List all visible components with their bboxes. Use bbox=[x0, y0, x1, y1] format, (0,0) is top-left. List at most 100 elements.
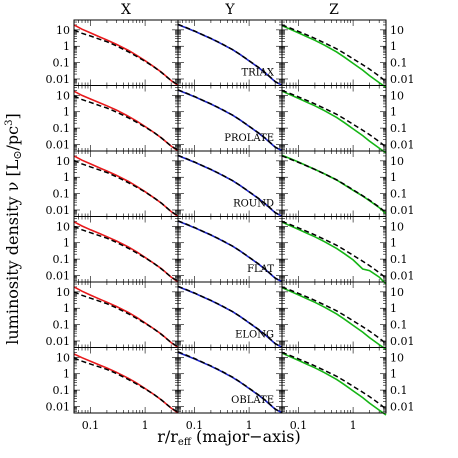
y-tick-label-right: 1 bbox=[390, 237, 397, 250]
y-tick-label-right: 10 bbox=[390, 286, 404, 299]
y-tick-label-left: 0.01 bbox=[46, 204, 71, 217]
y-tick-label-left: 0.1 bbox=[53, 384, 71, 397]
reference-curve bbox=[73, 29, 179, 86]
model-curve bbox=[281, 154, 387, 215]
panel-frame bbox=[73, 85, 179, 152]
model-curve bbox=[73, 286, 179, 349]
reference-curve bbox=[177, 89, 283, 152]
reference-curve bbox=[177, 351, 283, 414]
y-tick-label-right: 0.1 bbox=[390, 384, 408, 397]
panel-flat-y: FLAT bbox=[177, 216, 283, 283]
y-tick-label-left: 10 bbox=[56, 24, 70, 37]
panel-frame bbox=[73, 347, 179, 414]
y-tick-label-left: 0.1 bbox=[53, 122, 71, 135]
panel-frame bbox=[73, 216, 179, 283]
y-tick-label-right: 0.01 bbox=[390, 138, 415, 151]
x-axis-label: r/reff (major−axis) bbox=[157, 427, 301, 448]
y-tick-label-left: 0.01 bbox=[46, 269, 71, 282]
panel-frame bbox=[73, 19, 179, 86]
panel-flat-z bbox=[281, 216, 387, 285]
model-curve bbox=[73, 24, 179, 87]
y-tick-label-left: 1 bbox=[63, 106, 70, 119]
y-tick-label-right: 10 bbox=[390, 155, 404, 168]
reference-curve bbox=[177, 23, 283, 87]
panel-triax-z bbox=[281, 19, 387, 89]
panel-flat-x bbox=[73, 216, 179, 283]
y-tick-label-right: 1 bbox=[390, 40, 397, 53]
y-tick-label-right: 0.1 bbox=[390, 122, 408, 135]
panel-triax-y: TRIAX bbox=[177, 19, 283, 87]
panel-frame bbox=[281, 216, 387, 283]
y-tick-label-left: 1 bbox=[63, 368, 70, 381]
reference-curve bbox=[281, 351, 387, 410]
y-tick-label-right: 0.01 bbox=[390, 204, 415, 217]
y-axis-label-end: ] bbox=[3, 113, 22, 119]
model-curve bbox=[73, 221, 179, 283]
row-label-prolate: PROLATE bbox=[224, 133, 274, 144]
panel-round-y: ROUND bbox=[177, 150, 283, 218]
x-tick-label: 0.1 bbox=[82, 419, 100, 432]
x-axis-label-main: r/r bbox=[157, 427, 178, 446]
y-tick-label-right: 1 bbox=[390, 106, 397, 119]
y-tick-label-left: 10 bbox=[56, 155, 70, 168]
x-axis-label-sub: eff bbox=[178, 437, 192, 448]
y-tick-label-left: 10 bbox=[56, 286, 70, 299]
reference-curve bbox=[281, 24, 387, 83]
x-tick-label: 1 bbox=[350, 419, 357, 432]
x-tick-label: 0.1 bbox=[290, 419, 308, 432]
reference-curve bbox=[281, 89, 387, 148]
y-tick-label-right: 1 bbox=[390, 368, 397, 381]
y-tick-label-left: 0.1 bbox=[53, 57, 71, 70]
y-tick-label-right: 1 bbox=[390, 171, 397, 184]
model-curve bbox=[281, 352, 387, 416]
row-label-triax: TRIAX bbox=[242, 68, 275, 79]
row-label-elong: ELONG bbox=[235, 330, 274, 341]
panel-prolate-x bbox=[73, 85, 179, 152]
row-label-flat: FLAT bbox=[247, 264, 274, 275]
column-title-y: Y bbox=[224, 2, 235, 18]
reference-curve bbox=[177, 285, 283, 349]
y-tick-label-right: 10 bbox=[390, 351, 404, 364]
y-tick-label-left: 0.01 bbox=[46, 400, 71, 413]
y-tick-label-left: 0.1 bbox=[53, 319, 71, 332]
x-axis-label-tail: (major−axis) bbox=[191, 427, 301, 446]
panel-elong-x bbox=[73, 281, 179, 349]
y-tick-label-left: 10 bbox=[56, 220, 70, 233]
panel-elong-y: ELONG bbox=[177, 281, 283, 349]
model-curve bbox=[73, 353, 179, 414]
panel-frame bbox=[73, 150, 179, 217]
y-tick-label-right: 0.1 bbox=[390, 253, 408, 266]
y-tick-label-left: 0.01 bbox=[46, 138, 71, 151]
y-tick-label-left: 0.1 bbox=[53, 188, 71, 201]
model-curve bbox=[281, 90, 387, 154]
y-tick-label-right: 0.01 bbox=[390, 400, 415, 413]
reference-curve bbox=[73, 225, 179, 282]
panel-oblate-y: OBLATE bbox=[177, 347, 283, 414]
y-axis-label-sup: 3 bbox=[4, 119, 15, 125]
y-tick-label-left: 1 bbox=[63, 171, 70, 184]
panel-oblate-x bbox=[73, 347, 179, 414]
panel-oblate-z bbox=[281, 347, 387, 416]
reference-curve bbox=[177, 154, 283, 218]
model-curve bbox=[281, 286, 387, 351]
y-tick-label-right: 0.01 bbox=[390, 335, 415, 348]
reference-curve bbox=[73, 357, 179, 413]
column-title-x: X bbox=[121, 2, 131, 18]
reference-curve bbox=[281, 155, 387, 214]
reference-curve bbox=[73, 159, 179, 217]
y-axis-label: luminosity density ν [L⊙/pc3] bbox=[3, 113, 24, 345]
y-tick-label-right: 0.1 bbox=[390, 57, 408, 70]
model-curve bbox=[73, 155, 179, 218]
model-curve bbox=[73, 90, 179, 152]
model-curve bbox=[281, 24, 387, 89]
reference-curve bbox=[281, 286, 387, 345]
y-tick-label-left: 10 bbox=[56, 351, 70, 364]
panel-frame bbox=[281, 347, 387, 414]
x-tick-label: 1 bbox=[246, 419, 253, 432]
y-tick-label-right: 10 bbox=[390, 24, 404, 37]
panel-round-x bbox=[73, 150, 179, 218]
y-tick-label-right: 0.01 bbox=[390, 269, 415, 282]
reference-curve bbox=[177, 220, 283, 283]
y-axis-label-main: luminosity density ν [L bbox=[3, 159, 22, 344]
